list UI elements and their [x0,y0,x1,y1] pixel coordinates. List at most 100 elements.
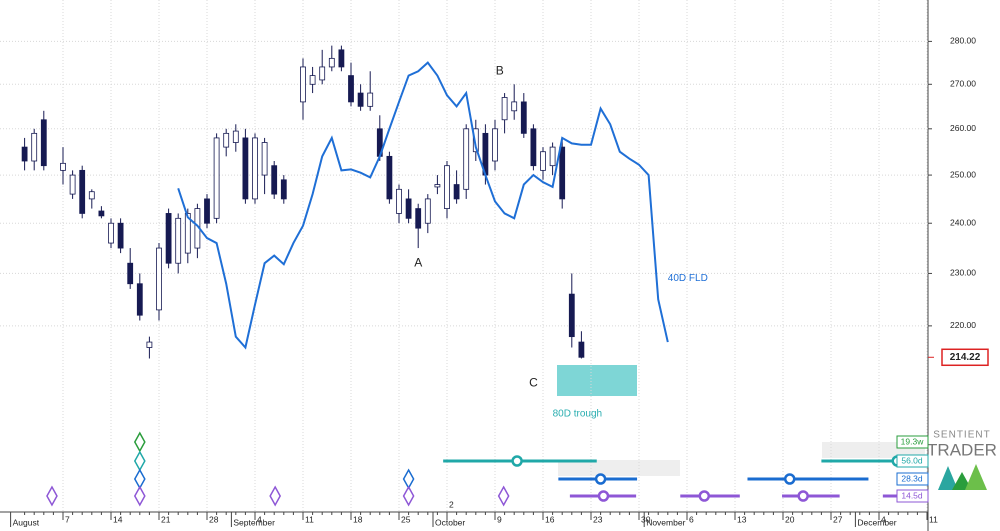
x-tick-label: 11 [305,514,314,524]
x-tick-label: 11 [929,514,938,524]
candle-body [511,101,518,112]
candle-body [463,128,470,190]
candle-body [175,217,182,264]
candle-body [98,210,105,217]
x-tick-label: 18 [353,514,363,524]
candle-body [386,155,393,200]
candle-body [127,262,134,285]
candle-body [21,146,28,162]
x-tick-label: 30 [641,514,651,524]
candle-body [540,151,546,171]
candle-body [232,130,239,143]
cycle-trough [46,485,58,507]
candle-body [204,198,210,224]
cycle-label-box [896,454,929,468]
y-tick-label: 240.00 [950,217,976,227]
candle-body [60,162,66,171]
month-label: October [435,517,465,527]
candle-body [549,146,556,167]
candle-body [319,66,326,81]
cycle-center [698,490,711,502]
last-price-label: 214.22 [950,352,981,363]
candle-body [184,213,191,254]
logo: SENTIENT TRADER [927,430,997,490]
cycle-center [783,473,796,485]
x-tick-label: 21 [161,514,171,524]
candle-body [472,128,479,153]
candle-body [568,293,575,338]
cycle-label-box [896,489,929,503]
candle-body [271,165,278,195]
candle-body [40,119,47,167]
x-tick-label: 4 [881,514,886,524]
candle-body [530,128,537,167]
candle-body [280,179,287,200]
month-label: November [646,517,685,527]
cycle-shade [558,460,680,476]
candle-body [396,188,402,214]
candle-body [31,132,38,162]
candle-body [309,75,316,85]
y-tick-label: 250.00 [950,169,976,179]
cycle-label-box [896,472,929,486]
x-tick-label: 23 [593,514,603,524]
y-tick-label: 230.00 [950,268,976,278]
candle-body [434,184,441,188]
x-tick-label: 4 [257,514,262,524]
candle-body [165,213,172,264]
candle-body [223,132,230,148]
candle-body [578,341,585,358]
cycle-trough [402,485,415,507]
trough-zone [557,365,637,396]
cycle-label: 19.3w [901,436,925,446]
candle-body [338,49,345,68]
candle-body [252,137,258,200]
candle-body [348,75,354,103]
candle-body [79,169,86,214]
cycle-center [594,473,607,485]
logo-shape [965,464,987,490]
x-tick-label: 27 [833,514,843,524]
month-label: August [13,517,40,527]
logo-text: TRADER [927,440,997,459]
x-tick-label: 20 [785,514,795,524]
candle-body [136,283,143,316]
cycle-trough [269,485,282,507]
month-label: September [233,517,275,527]
candle-body [444,165,450,209]
fld-line [177,61,669,350]
candle-body [108,222,114,244]
candle-body [415,208,422,229]
cycle-label: 28.3d [901,473,923,483]
x-tick-label: 9 [497,514,502,524]
candle-body [261,142,268,176]
x-tick-label: 2 [449,499,454,509]
annotation: 40D FLD [668,273,708,284]
x-tick-label: 7 [65,514,70,524]
annotation: A [414,255,422,269]
y-tick-label: 270.00 [950,79,976,89]
x-tick-label: 6 [689,514,694,524]
x-tick-label: 16 [545,514,555,524]
y-tick-label: 220.00 [950,320,976,330]
month-label: December [857,517,896,527]
candle-body [367,92,374,107]
candle-body [424,198,431,224]
last-price-box [941,348,989,367]
candle-body [213,137,220,219]
candle-body [559,146,566,200]
candle-body [88,191,95,200]
x-tick-label: 28 [209,514,219,524]
logo-text: SENTIENT [933,430,990,441]
candle-body [117,222,124,249]
y-tick-label: 280.00 [950,36,976,46]
cycle-center [597,490,610,502]
candle-body [520,101,527,134]
cycle-trough [497,485,510,507]
x-tick-label: 14 [113,514,123,524]
candle-body [453,184,460,200]
candle-body [146,341,153,348]
cycle-trough [133,485,146,507]
x-tick-label: 13 [737,514,747,524]
